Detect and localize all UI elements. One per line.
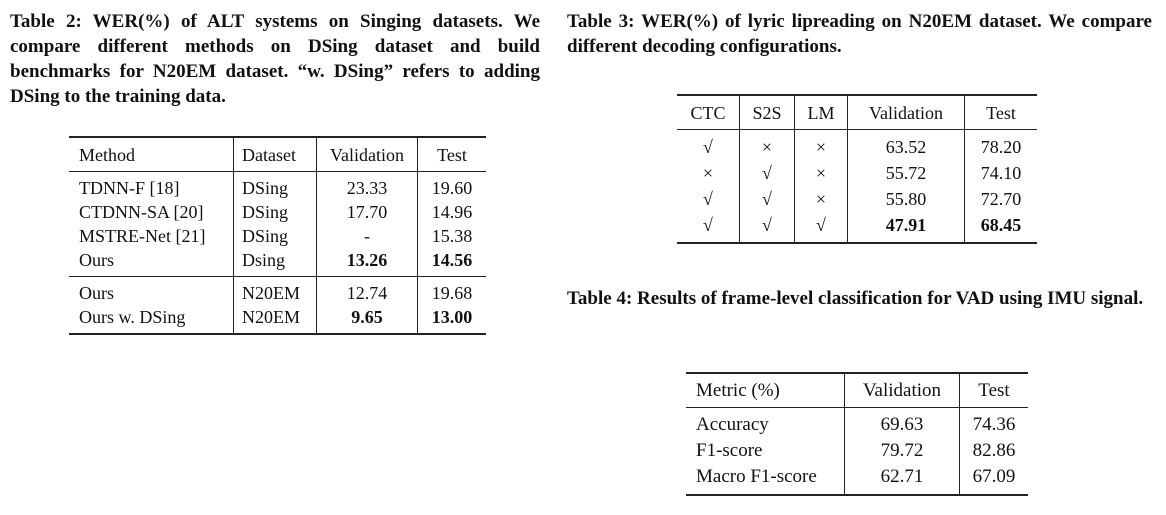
table3-header-s2s: S2S	[739, 95, 795, 130]
cell-method: MSTRE-Net [21]	[69, 224, 234, 248]
cell-dataset: DSing	[233, 171, 317, 200]
cell-s2s: √	[739, 212, 795, 243]
table2-header-row: Method Dataset Validation Test	[69, 137, 486, 172]
table4-header-test: Test	[959, 373, 1028, 408]
table2-caption: Table 2: WER(%) of ALT systems on Singin…	[10, 11, 540, 107]
cell-dataset: Dsing	[233, 248, 317, 277]
cell-dataset: DSing	[233, 200, 317, 224]
cell-test: 14.96	[431, 202, 473, 222]
cell-lm: ×	[794, 160, 848, 186]
cell-validation: 55.72	[847, 160, 965, 186]
table4-header-metric: Metric (%)	[686, 373, 845, 408]
cell-lm: ×	[794, 129, 848, 160]
cell-test: 67.09	[972, 466, 1016, 487]
cell-test: 74.36	[972, 414, 1016, 435]
cell-test: 15.38	[431, 226, 473, 246]
cell-validation: 47.91	[847, 212, 965, 243]
cell-validation: 9.65	[316, 305, 418, 334]
cell-validation: 12.74	[316, 276, 418, 305]
table-row: MSTRE-Net [21] DSing - 15.38	[69, 224, 486, 248]
cell-ctc: √	[677, 212, 740, 243]
table3-header-lm: LM	[794, 95, 848, 130]
cell-s2s: √	[739, 160, 795, 186]
table-row: √ √ × 55.80 72.70	[677, 186, 1037, 212]
cell-test: 78.20	[980, 137, 1022, 157]
table2-header-validation: Validation	[316, 137, 418, 172]
table-row: F1-score 79.72 82.86	[686, 438, 1028, 464]
table-row: TDNN-F [18] DSing 23.33 19.60	[69, 171, 486, 200]
cell-test: 68.45	[980, 215, 1022, 235]
table3-header-ctc: CTC	[677, 95, 740, 130]
cell-test: 19.68	[431, 283, 473, 303]
cell-method: Ours	[69, 248, 234, 277]
cell-ctc: ×	[677, 160, 740, 186]
cell-test: 74.10	[980, 163, 1022, 183]
cell-test: 14.56	[417, 248, 486, 277]
table-row: × √ × 55.72 74.10	[677, 160, 1037, 186]
cell-validation: 63.52	[847, 129, 965, 160]
table-row: Macro F1-score 62.71 67.09	[686, 464, 1028, 495]
table-row: √ √ √ 47.91 68.45	[677, 212, 1037, 243]
cell-dataset: DSing	[233, 224, 317, 248]
table3-header-test: Test	[964, 95, 1037, 130]
table-row: CTDNN-SA [20] DSing 17.70 14.96	[69, 200, 486, 224]
cell-test: 19.60	[431, 178, 473, 198]
cell-method: Ours	[69, 276, 234, 305]
cell-method: Ours w. DSing	[69, 305, 234, 334]
cell-metric: Macro F1-score	[686, 464, 845, 495]
table-row: Accuracy 69.63 74.36	[686, 407, 1028, 438]
table2-header-method: Method	[69, 137, 234, 172]
table4-header-row: Metric (%) Validation Test	[686, 373, 1028, 408]
cell-validation: 55.80	[847, 186, 965, 212]
table4-caption: Table 4: Results of frame-level classifi…	[567, 288, 1144, 309]
cell-validation: 69.63	[844, 407, 960, 438]
cell-lm: √	[794, 212, 848, 243]
cell-ctc: √	[677, 129, 740, 160]
table-row: Ours w. DSing N20EM 9.65 13.00	[69, 305, 486, 334]
table2-header-test: Test	[417, 137, 486, 172]
table-row: Ours Dsing 13.26 14.56	[69, 248, 486, 277]
table-row: Ours N20EM 12.74 19.68	[69, 276, 486, 305]
cell-validation: 17.70	[316, 200, 418, 224]
cell-test: 72.70	[980, 189, 1022, 209]
table3-caption: Table 3: WER(%) of lyric lipreading on N…	[567, 11, 1152, 57]
table2-header-dataset: Dataset	[233, 137, 317, 172]
table4-header-validation: Validation	[844, 373, 960, 408]
cell-test: 82.86	[972, 440, 1016, 461]
cell-dataset: N20EM	[233, 305, 317, 334]
table4: Metric (%) Validation Test Accuracy 69.6…	[686, 372, 1028, 496]
table3: CTC S2S LM Validation Test √ × × 63.52 7…	[677, 94, 1037, 244]
cell-validation: -	[316, 224, 418, 248]
cell-validation: 23.33	[316, 171, 418, 200]
cell-ctc: √	[677, 186, 740, 212]
cell-validation: 62.71	[844, 464, 960, 495]
cell-method: CTDNN-SA [20]	[69, 200, 234, 224]
cell-validation: 13.26	[316, 248, 418, 277]
cell-s2s: √	[739, 186, 795, 212]
cell-metric: F1-score	[686, 438, 845, 464]
table3-header-row: CTC S2S LM Validation Test	[677, 95, 1037, 130]
cell-metric: Accuracy	[686, 407, 845, 438]
table3-header-validation: Validation	[847, 95, 965, 130]
cell-s2s: ×	[739, 129, 795, 160]
cell-test: 13.00	[431, 307, 473, 327]
cell-validation: 79.72	[844, 438, 960, 464]
table2: Method Dataset Validation Test TDNN-F [1…	[69, 136, 486, 335]
cell-dataset: N20EM	[233, 276, 317, 305]
cell-lm: ×	[794, 186, 848, 212]
cell-method: TDNN-F [18]	[69, 171, 234, 200]
table-row: √ × × 63.52 78.20	[677, 129, 1037, 160]
